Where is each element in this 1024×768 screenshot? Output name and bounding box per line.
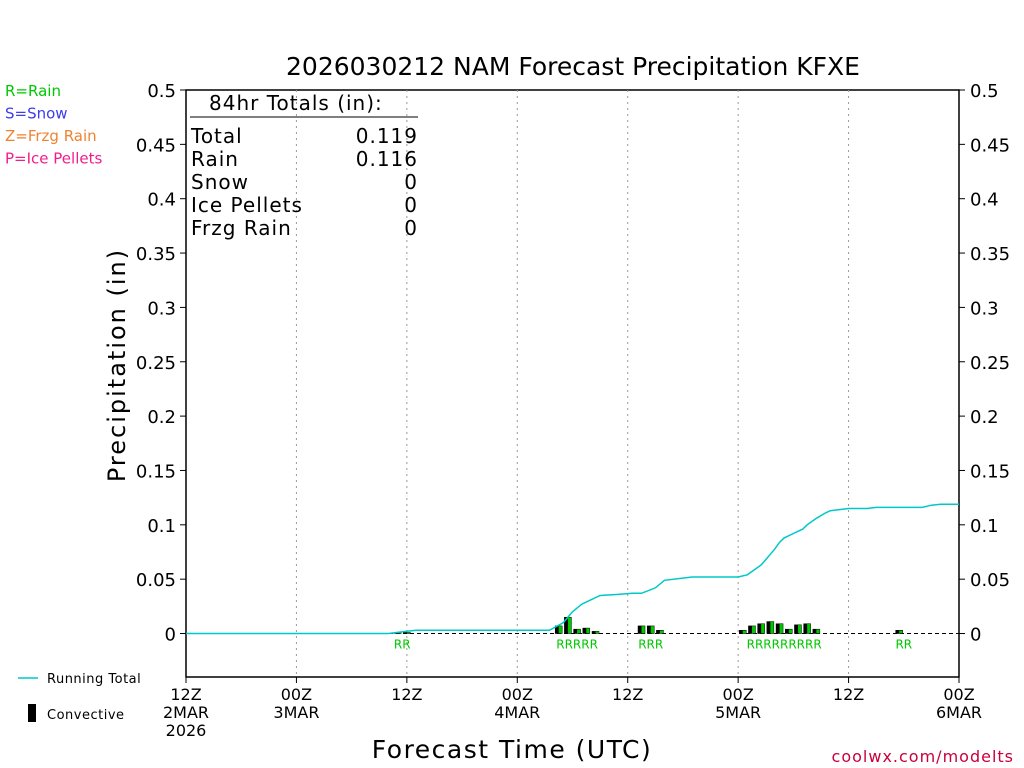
ptype-legend-entry: R=Rain <box>5 82 61 100</box>
y-tick-label-right: 0.3 <box>970 298 999 319</box>
totals-value: 0 <box>404 170 418 194</box>
x-tick-label: 3MAR <box>273 703 319 722</box>
x-tick-label: 4MAR <box>494 703 540 722</box>
y-tick-label-right: 0.4 <box>970 190 999 211</box>
precip-type-markers: RR RRRRR RRR RRRRRRRRR RR <box>394 638 912 652</box>
x-tick-label: 00Z <box>502 685 533 704</box>
x-tick-label: 00Z <box>943 685 974 704</box>
y-tick-label: 0 <box>165 625 176 646</box>
convective-bar-fill <box>803 623 808 634</box>
ptype-legend-entry: P=Ice Pellets <box>5 150 102 168</box>
totals-header: 84hr Totals (in): <box>209 91 383 115</box>
convective-bar-fill <box>582 628 587 634</box>
series-legend: Running Total Convective <box>18 672 141 723</box>
precip-type-legend: R=Rain S=Snow Z=Frzg Rain P=Ice Pellets <box>5 82 102 168</box>
y-tick-label: 0.1 <box>147 516 176 537</box>
vertical-gridlines <box>295 90 850 677</box>
x-tick-label: 6MAR <box>936 703 982 722</box>
y-tick-label: 0.4 <box>147 190 176 211</box>
totals-value: 0.119 <box>356 124 418 148</box>
plot-frame <box>185 89 960 678</box>
convective-bar-fill <box>656 630 660 634</box>
x-tick-label: 5MAR <box>715 703 761 722</box>
x-tick-label: 12Z <box>612 685 643 704</box>
x-tick-label: 12Z <box>391 685 422 704</box>
convective-bar-fill <box>592 631 596 634</box>
convective-bar-fill <box>757 623 762 634</box>
y-tick-label: 0.35 <box>136 244 176 265</box>
x-tick-label: 12Z <box>170 685 201 704</box>
precip-type-marker: RRR <box>638 638 663 652</box>
y-tick-label-right: 0.35 <box>970 244 1010 265</box>
y-tick-label: 0.15 <box>136 461 176 482</box>
y-tick-label-right: 0.15 <box>970 461 1010 482</box>
ptype-legend-entry: Z=Frzg Rain <box>5 127 97 145</box>
convective-bar-fill <box>812 629 817 634</box>
convective-bar-fill <box>895 630 900 634</box>
x-tick-label: 00Z <box>281 685 312 704</box>
y-tick-label-right: 0.2 <box>970 407 999 428</box>
totals-value: 0 <box>404 216 418 240</box>
y-tick-label: 0.2 <box>147 407 176 428</box>
convective-bar-fill <box>638 625 642 634</box>
totals-value: 0 <box>404 193 418 217</box>
x-tick-label: 12Z <box>833 685 864 704</box>
totals-value: 0.116 <box>356 147 418 171</box>
y-tick-label: 0.05 <box>136 570 176 591</box>
ptype-legend-entry: S=Snow <box>5 105 68 123</box>
precip-type-marker: RR <box>895 638 912 652</box>
convective-bar-fill <box>564 617 568 634</box>
precip-type-marker: RRRRR <box>556 638 598 652</box>
totals-label: Total <box>190 124 243 148</box>
y-tick-label-right: 0 <box>970 625 981 646</box>
y-tick-label-right: 0.25 <box>970 353 1010 374</box>
x-tick-label: 00Z <box>722 685 753 704</box>
chart-title: 2026030212 NAM Forecast Precipitation KF… <box>286 52 860 81</box>
y-tick-label-right: 0.5 <box>970 81 999 102</box>
totals-label: Snow <box>191 170 249 194</box>
convective-legend-swatch <box>28 704 36 722</box>
y-tick-label: 0.45 <box>136 135 176 156</box>
y-tick-label-right: 0.05 <box>970 570 1010 591</box>
y-tick-label: 0.3 <box>147 298 176 319</box>
x-tick-label: 2026 <box>166 721 207 740</box>
convective-bar-fill <box>403 632 407 634</box>
series-legend-label: Convective <box>47 708 125 723</box>
totals-label: Rain <box>191 147 239 171</box>
convective-bars <box>393 616 903 634</box>
y-axis-right: 0 0.05 0.1 0.15 0.2 0.25 0.3 0.35 0.4 0.45 0.5 <box>959 81 1010 646</box>
y-tick-label-right: 0.1 <box>970 516 999 537</box>
convective-bar-fill <box>647 625 651 634</box>
convective-bar-fill <box>573 629 578 634</box>
y-tick-label: 0.5 <box>147 81 176 102</box>
y-tick-label: 0.25 <box>136 353 176 374</box>
totals-label: Frzg Rain <box>191 216 292 240</box>
credit-text: coolwx.com/modelts <box>832 747 1014 766</box>
convective-bar-fill <box>794 624 798 634</box>
totals-box: 84hr Totals (in): Total 0.119 Rain 0.116 Sno… <box>190 91 418 240</box>
precip-type-marker: RRRRRRRRR <box>747 638 822 652</box>
y-axis-label: Precipitation (in) <box>103 248 131 482</box>
convective-bar-fill <box>739 630 743 634</box>
convective-bar-fill <box>748 625 752 634</box>
convective-bar-fill <box>766 621 771 634</box>
convective-bar-fill <box>555 625 559 634</box>
convective-bar-fill <box>785 629 789 634</box>
precip-type-marker: RR <box>394 638 411 652</box>
running-total-line <box>186 503 959 635</box>
x-axis-label: Forecast Time (UTC) <box>372 735 652 764</box>
convective-bar-fill <box>776 623 780 634</box>
x-tick-label: 2MAR <box>163 703 209 722</box>
series-legend-label: Running Total <box>47 672 141 687</box>
y-tick-label-right: 0.45 <box>970 135 1010 156</box>
y-axis-left: 0 0.05 0.1 0.15 0.2 0.25 0.3 0.35 0.4 0.45 0.5 <box>136 81 186 646</box>
totals-label: Ice Pellets <box>191 193 303 217</box>
